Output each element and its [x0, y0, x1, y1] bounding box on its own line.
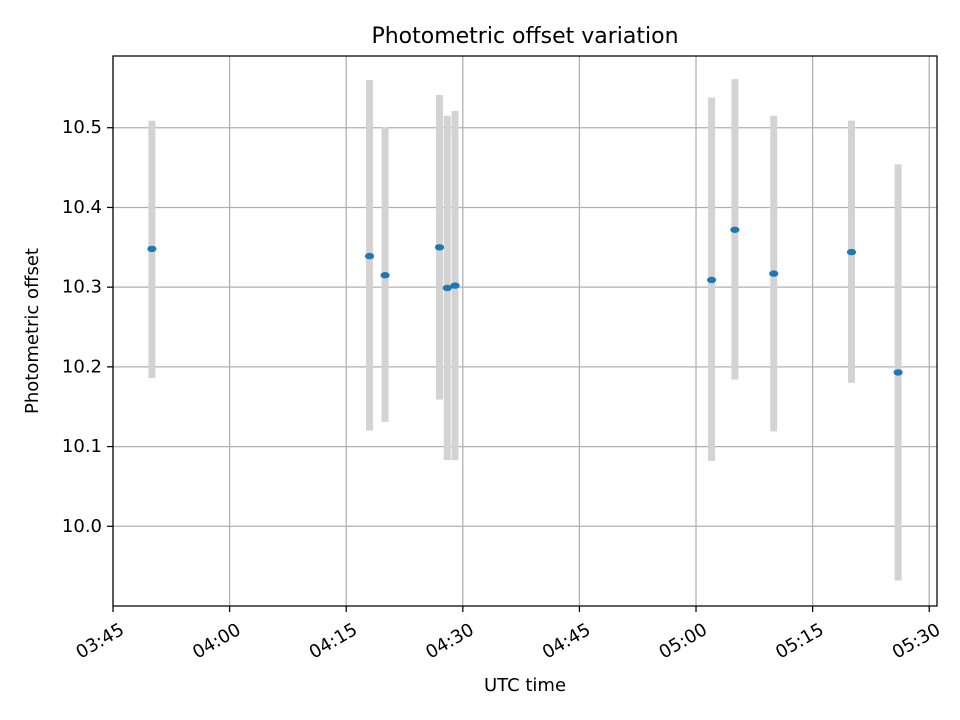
y-tick-label: 10.5	[62, 117, 102, 138]
data-point	[846, 248, 857, 256]
y-tick-label: 10.4	[62, 197, 102, 218]
data-point	[380, 272, 390, 279]
grid-layer	[112, 56, 937, 606]
x-axis-label: UTC time	[484, 675, 566, 696]
data-point	[893, 369, 903, 376]
y-axis-label: Photometric offset	[22, 248, 43, 414]
y-axis-ticks: 10.0 10.1 10.2 10.3 10.4 10.5	[62, 117, 113, 537]
data-point	[769, 270, 779, 277]
plot-frame	[112, 55, 938, 607]
data-point	[434, 244, 445, 251]
y-tick-label: 10.2	[62, 356, 102, 377]
data-point	[364, 252, 375, 260]
data-point	[450, 282, 460, 289]
marker-layer	[147, 226, 903, 376]
data-point	[730, 226, 740, 233]
y-tick-label: 10.1	[62, 436, 102, 457]
data-point	[706, 276, 717, 284]
chart-title: Photometric offset variation	[371, 24, 678, 49]
data-point	[147, 245, 157, 253]
y-tick-label: 10.3	[62, 277, 102, 298]
data-point	[442, 284, 452, 292]
y-tick-label: 10.0	[62, 516, 102, 537]
